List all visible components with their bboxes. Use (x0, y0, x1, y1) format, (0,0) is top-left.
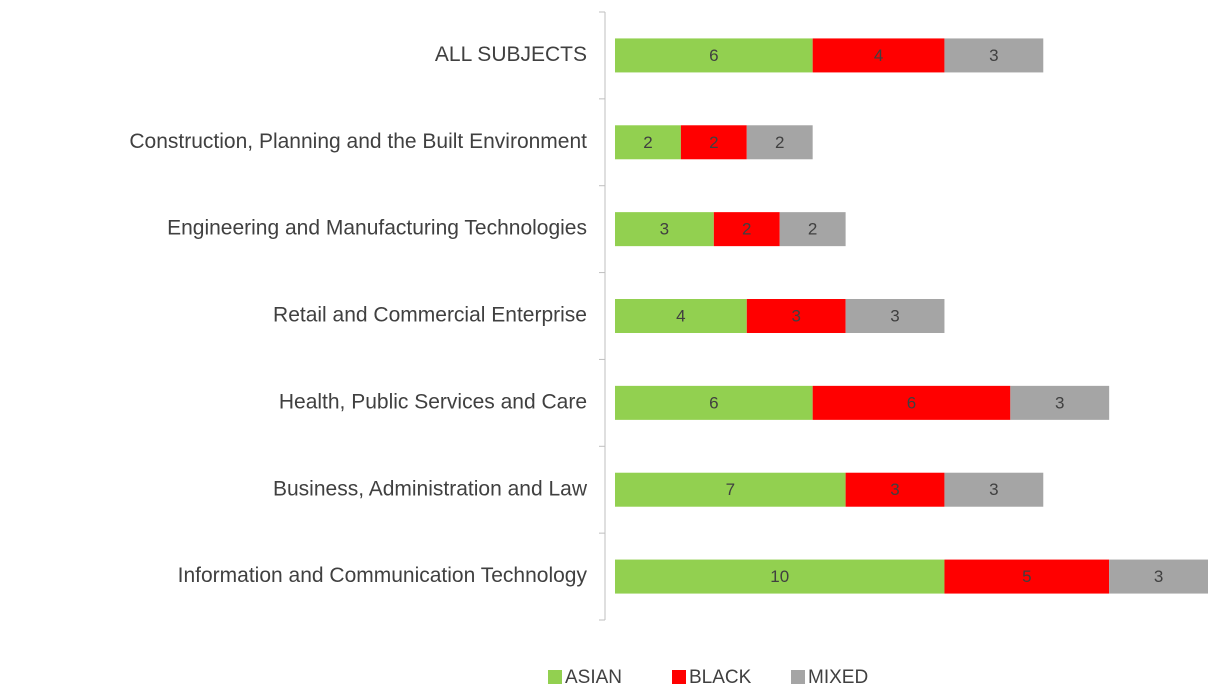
bar-segment (812, 38, 945, 73)
legend-label: BLACK (689, 667, 752, 687)
bar-segment (615, 472, 846, 507)
data-label: 4 (874, 46, 883, 65)
legend-label: ASIAN (565, 667, 622, 687)
bar-segment (779, 212, 846, 247)
bar-segment (615, 559, 945, 594)
data-label: 6 (709, 46, 718, 65)
bar-segment (680, 125, 747, 160)
data-label: 3 (1154, 567, 1163, 586)
data-label: 2 (742, 220, 751, 239)
data-label: 7 (726, 480, 735, 499)
bar-segment (845, 472, 945, 507)
category-label: ALL SUBJECTS (435, 43, 587, 66)
category-label: Engineering and Manufacturing Technologi… (167, 217, 587, 240)
bar-segment (746, 299, 846, 333)
bar-segment (615, 125, 681, 160)
category-label: Retail and Commercial Enterprise (273, 304, 587, 327)
bar-segment (713, 212, 780, 247)
bar-segment (746, 125, 813, 160)
data-label: 3 (791, 306, 800, 325)
bar-segment (615, 38, 813, 73)
bar-segment (812, 385, 1011, 420)
data-label: 2 (643, 133, 652, 152)
data-label: 5 (1022, 567, 1031, 586)
bar-segment (944, 559, 1110, 594)
data-label: 3 (660, 220, 669, 239)
category-label: Health, Public Services and Care (279, 390, 587, 413)
category-label: Business, Administration and Law (273, 477, 588, 500)
category-label: Information and Communication Technology (178, 564, 588, 587)
data-label: 3 (1055, 393, 1064, 412)
data-label: 3 (989, 46, 998, 65)
data-label: 6 (709, 393, 718, 412)
data-label: 2 (808, 220, 817, 239)
data-label: 10 (770, 567, 789, 586)
bar-segment (845, 299, 945, 333)
data-label: 3 (890, 306, 899, 325)
bar-segment (615, 385, 813, 420)
data-label: 3 (989, 480, 998, 499)
bar-segment (615, 299, 747, 333)
data-label: 4 (676, 306, 685, 325)
category-label: Construction, Planning and the Built Env… (129, 130, 587, 153)
data-label: 2 (775, 133, 784, 152)
legend-swatch (672, 670, 686, 684)
data-label: 3 (890, 480, 899, 499)
legend-swatch (791, 670, 805, 684)
bar-segment (615, 212, 714, 247)
bar-segment (944, 472, 1044, 507)
data-label: 2 (709, 133, 718, 152)
legend-swatch (548, 670, 562, 684)
bar-segment (1109, 559, 1208, 594)
bar-segment (944, 38, 1044, 73)
bar-segment (1010, 385, 1110, 420)
legend-label: MIXED (808, 667, 868, 687)
data-label: 6 (907, 393, 916, 412)
